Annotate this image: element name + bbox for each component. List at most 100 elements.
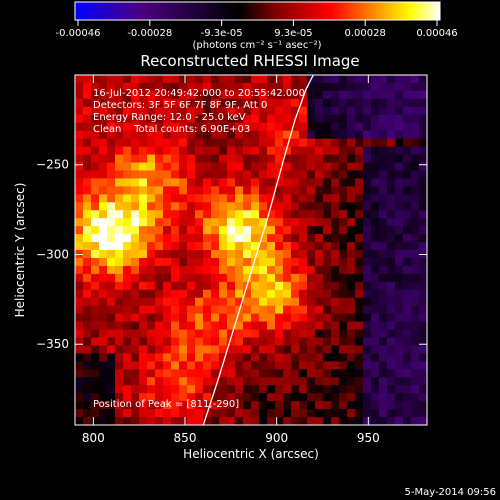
heatmap-cell bbox=[323, 385, 332, 394]
heatmap-cell bbox=[363, 393, 372, 402]
heatmap-cell bbox=[379, 178, 388, 187]
heatmap-cell bbox=[155, 122, 164, 132]
heatmap-cell bbox=[163, 154, 172, 164]
heatmap-cell bbox=[363, 329, 372, 339]
heatmap-cell bbox=[179, 297, 188, 307]
heatmap-cell bbox=[331, 401, 340, 410]
heatmap-cell bbox=[251, 210, 260, 219]
heatmap-cell bbox=[323, 273, 332, 283]
heatmap-cell bbox=[139, 281, 148, 291]
heatmap-cell bbox=[363, 75, 372, 84]
heatmap-cell bbox=[107, 361, 116, 370]
heatmap-cell bbox=[307, 313, 316, 323]
heatmap-cell bbox=[323, 337, 332, 347]
heatmap-cell bbox=[219, 186, 228, 195]
heatmap-cell bbox=[315, 202, 324, 211]
heatmap-cell bbox=[243, 75, 252, 84]
heatmap-cell bbox=[403, 146, 412, 156]
heatmap-cell bbox=[347, 234, 356, 243]
heatmap-cell bbox=[259, 106, 268, 116]
heatmap-cell bbox=[235, 170, 244, 179]
heatmap-cell bbox=[163, 138, 172, 148]
heatmap-cell bbox=[403, 138, 412, 148]
heatmap-cell bbox=[419, 369, 427, 378]
heatmap-cell bbox=[323, 401, 332, 410]
heatmap-cell bbox=[371, 250, 380, 259]
heatmap-cell bbox=[99, 106, 108, 116]
heatmap-cell bbox=[411, 297, 420, 307]
heatmap-cell bbox=[147, 98, 156, 108]
heatmap-cell bbox=[75, 337, 84, 347]
heatmap-cell bbox=[155, 146, 164, 156]
heatmap-cell bbox=[91, 265, 100, 275]
heatmap-cell bbox=[131, 90, 140, 100]
heatmap-cell bbox=[243, 409, 252, 418]
heatmap-cell bbox=[395, 234, 404, 243]
heatmap-cell bbox=[291, 313, 300, 323]
heatmap-cell bbox=[347, 114, 356, 124]
heatmap-cell bbox=[347, 82, 356, 92]
heatmap-cell bbox=[171, 273, 180, 283]
heatmap-cell bbox=[315, 369, 324, 378]
heatmap-cell bbox=[91, 257, 100, 267]
heatmap-cell bbox=[235, 242, 244, 251]
heatmap-cell bbox=[211, 186, 220, 195]
heatmap-cell bbox=[363, 369, 372, 378]
heatmap-cell bbox=[291, 218, 300, 227]
heatmap-cell bbox=[331, 345, 340, 354]
heatmap-cell bbox=[307, 353, 316, 362]
heatmap-cell bbox=[299, 122, 308, 132]
heatmap-cell bbox=[395, 122, 404, 132]
heatmap-cell bbox=[139, 210, 148, 219]
heatmap-cell bbox=[371, 242, 380, 251]
heatmap-cell bbox=[75, 138, 84, 148]
heatmap-cell bbox=[99, 82, 108, 92]
heatmap-cell bbox=[387, 289, 396, 299]
heatmap-cell bbox=[195, 305, 204, 315]
heatmap-cell bbox=[291, 130, 300, 140]
plot-frame bbox=[74, 74, 428, 426]
heatmap-cell bbox=[179, 114, 188, 124]
heatmap-cell bbox=[107, 329, 116, 339]
heatmap-cell bbox=[267, 409, 276, 418]
heatmap-cell bbox=[283, 345, 292, 354]
heatmap-cell bbox=[275, 106, 284, 116]
heatmap-cell bbox=[259, 90, 268, 100]
heatmap-cell bbox=[243, 257, 252, 267]
heatmap-cell bbox=[363, 353, 372, 362]
heatmap-cell bbox=[243, 377, 252, 386]
heatmap-cell bbox=[163, 313, 172, 323]
heatmap-cell bbox=[395, 218, 404, 227]
heatmap-cell bbox=[179, 281, 188, 291]
heatmap-cell bbox=[339, 377, 348, 386]
heatmap-cell bbox=[211, 289, 220, 299]
heatmap-cell bbox=[283, 242, 292, 251]
heatmap-cell bbox=[147, 82, 156, 92]
heatmap-cell bbox=[411, 321, 420, 331]
heatmap-cell bbox=[371, 361, 380, 370]
heatmap-cell bbox=[219, 297, 228, 307]
heatmap-cell bbox=[163, 170, 172, 179]
heatmap-cell bbox=[395, 281, 404, 291]
heatmap-cell bbox=[387, 178, 396, 187]
heatmap-cell bbox=[155, 75, 164, 84]
heatmap-cell bbox=[339, 337, 348, 347]
heatmap-cell bbox=[355, 393, 364, 402]
axis-ticks: 800 850 900 950−250−300−350 bbox=[36, 75, 427, 445]
heatmap-cell bbox=[179, 257, 188, 267]
heatmap-cell bbox=[203, 265, 212, 275]
heatmap-cell bbox=[163, 226, 172, 235]
heatmap-cell bbox=[123, 242, 132, 251]
heatmap-cell bbox=[339, 417, 348, 425]
heatmap-cell bbox=[115, 138, 124, 148]
heatmap-cell bbox=[187, 75, 196, 84]
heatmap-cell bbox=[171, 90, 180, 100]
heatmap-cell bbox=[307, 162, 316, 172]
heatmap-cell bbox=[267, 305, 276, 315]
heatmap-cell bbox=[267, 273, 276, 283]
heatmap-cell bbox=[123, 289, 132, 299]
heatmap-cell bbox=[339, 393, 348, 402]
heatmap-cell bbox=[363, 305, 372, 315]
heatmap-cell bbox=[339, 361, 348, 370]
heatmap-cell bbox=[251, 409, 260, 418]
